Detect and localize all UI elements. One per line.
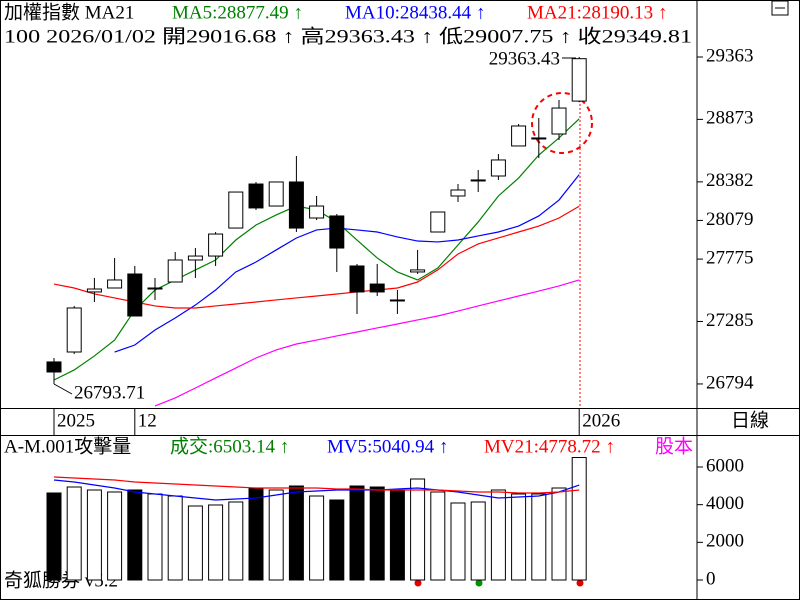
candle-body bbox=[208, 233, 224, 257]
y-tick-label: 27775 bbox=[706, 247, 754, 268]
volume-bar bbox=[46, 492, 62, 581]
volume-bar bbox=[147, 493, 163, 581]
candle-body bbox=[450, 189, 466, 197]
legend-entry: 股本 bbox=[655, 435, 693, 457]
x-tick-label: 2026 bbox=[582, 410, 620, 431]
volume-bar bbox=[309, 495, 325, 581]
volume-bar bbox=[167, 495, 183, 581]
volume-bar bbox=[248, 487, 264, 581]
candle-body bbox=[329, 215, 345, 249]
x-tick-label: 12 bbox=[138, 410, 157, 431]
signal-dot bbox=[475, 579, 483, 587]
candle-body bbox=[571, 58, 587, 102]
candle-body bbox=[127, 273, 143, 317]
legend-entry: MV21:4778.72 ↑ bbox=[484, 436, 615, 457]
candle-body bbox=[511, 125, 527, 147]
y-tick-label: 26794 bbox=[706, 372, 754, 393]
candle-body bbox=[107, 279, 123, 289]
volume-bar bbox=[208, 504, 224, 581]
candle-body bbox=[470, 179, 486, 182]
y-tick-label: 28382 bbox=[706, 170, 754, 191]
high-annotation: 29363.43 bbox=[489, 48, 560, 69]
volume-bar bbox=[288, 485, 304, 581]
chart-title: 加權指數 MA21 bbox=[4, 1, 134, 23]
candle-body bbox=[531, 137, 547, 140]
y-tick-label: 4000 bbox=[706, 493, 744, 514]
highlight-circle bbox=[531, 92, 593, 154]
volume-bar bbox=[410, 478, 426, 581]
ma-line bbox=[154, 279, 580, 407]
y-tick-label: 0 bbox=[706, 568, 716, 589]
candle-body bbox=[66, 307, 82, 353]
y-tick-label: 27285 bbox=[706, 310, 754, 331]
candle-body bbox=[46, 361, 62, 373]
volume-bar bbox=[187, 505, 203, 581]
signal-dot bbox=[414, 579, 422, 587]
ohlc-info: 100 2026/01/02 開29016.68 ↑ 高29363.43 ↑ 低… bbox=[4, 25, 692, 47]
legend-entry: MA5:28877.49 ↑ bbox=[172, 2, 303, 23]
candle-body bbox=[551, 107, 567, 135]
candle-body bbox=[167, 259, 183, 283]
volume-bar bbox=[450, 502, 466, 581]
candle-body bbox=[490, 159, 506, 177]
candle-body bbox=[430, 211, 446, 233]
volume-bar bbox=[389, 489, 405, 581]
candle-body bbox=[349, 265, 365, 293]
y-tick-label: 29363 bbox=[706, 45, 754, 66]
volume-bar bbox=[490, 489, 506, 581]
volume-title: A-M.001攻擊量 bbox=[4, 435, 131, 457]
volume-bar bbox=[86, 489, 102, 581]
y-tick-label: 28079 bbox=[706, 209, 754, 230]
volume-bar bbox=[268, 489, 284, 581]
volume-bar bbox=[127, 489, 143, 581]
volume-bar bbox=[430, 491, 446, 581]
candle-body bbox=[248, 183, 264, 209]
ma-line bbox=[53, 479, 580, 501]
ma-line bbox=[114, 174, 580, 353]
legend-entry: MA21:28190.13 ↑ bbox=[527, 2, 667, 23]
candle-body bbox=[309, 205, 325, 219]
volume-bar bbox=[369, 486, 385, 581]
y-tick-label: 2000 bbox=[706, 531, 744, 552]
y-tick-label: 6000 bbox=[706, 455, 744, 476]
ma-line bbox=[53, 476, 580, 494]
legend-entry: MV5:5040.94 ↑ bbox=[327, 436, 448, 457]
candle-body bbox=[389, 299, 405, 302]
volume-bar bbox=[228, 501, 244, 581]
candle-body bbox=[228, 191, 244, 229]
candle-body bbox=[288, 181, 304, 229]
signal-dot bbox=[576, 579, 584, 587]
volume-bar bbox=[107, 491, 123, 581]
period-label: 日線 bbox=[731, 409, 769, 431]
legend-entry: MA10:28438.44 ↑ bbox=[345, 2, 485, 23]
candle-body bbox=[268, 181, 284, 207]
annotation-leader bbox=[53, 383, 73, 395]
low-annotation: 26793.71 bbox=[74, 382, 145, 403]
volume-bar bbox=[571, 457, 587, 581]
candle-body bbox=[147, 287, 163, 290]
volume-bar bbox=[511, 493, 527, 581]
volume-bar bbox=[551, 487, 567, 581]
candle-body bbox=[86, 288, 102, 293]
volume-bar bbox=[470, 501, 486, 581]
x-tick-label: 2025 bbox=[57, 410, 95, 431]
y-tick-label: 28873 bbox=[706, 108, 754, 129]
candle-body bbox=[187, 255, 203, 261]
candle-body bbox=[369, 283, 385, 293]
volume-bar bbox=[66, 486, 82, 581]
legend-entry: 成交:6503.14 ↑ bbox=[170, 435, 289, 457]
volume-bar bbox=[531, 493, 547, 581]
volume-bar bbox=[329, 499, 345, 581]
volume-bar bbox=[349, 485, 365, 581]
candle-body bbox=[410, 269, 426, 273]
